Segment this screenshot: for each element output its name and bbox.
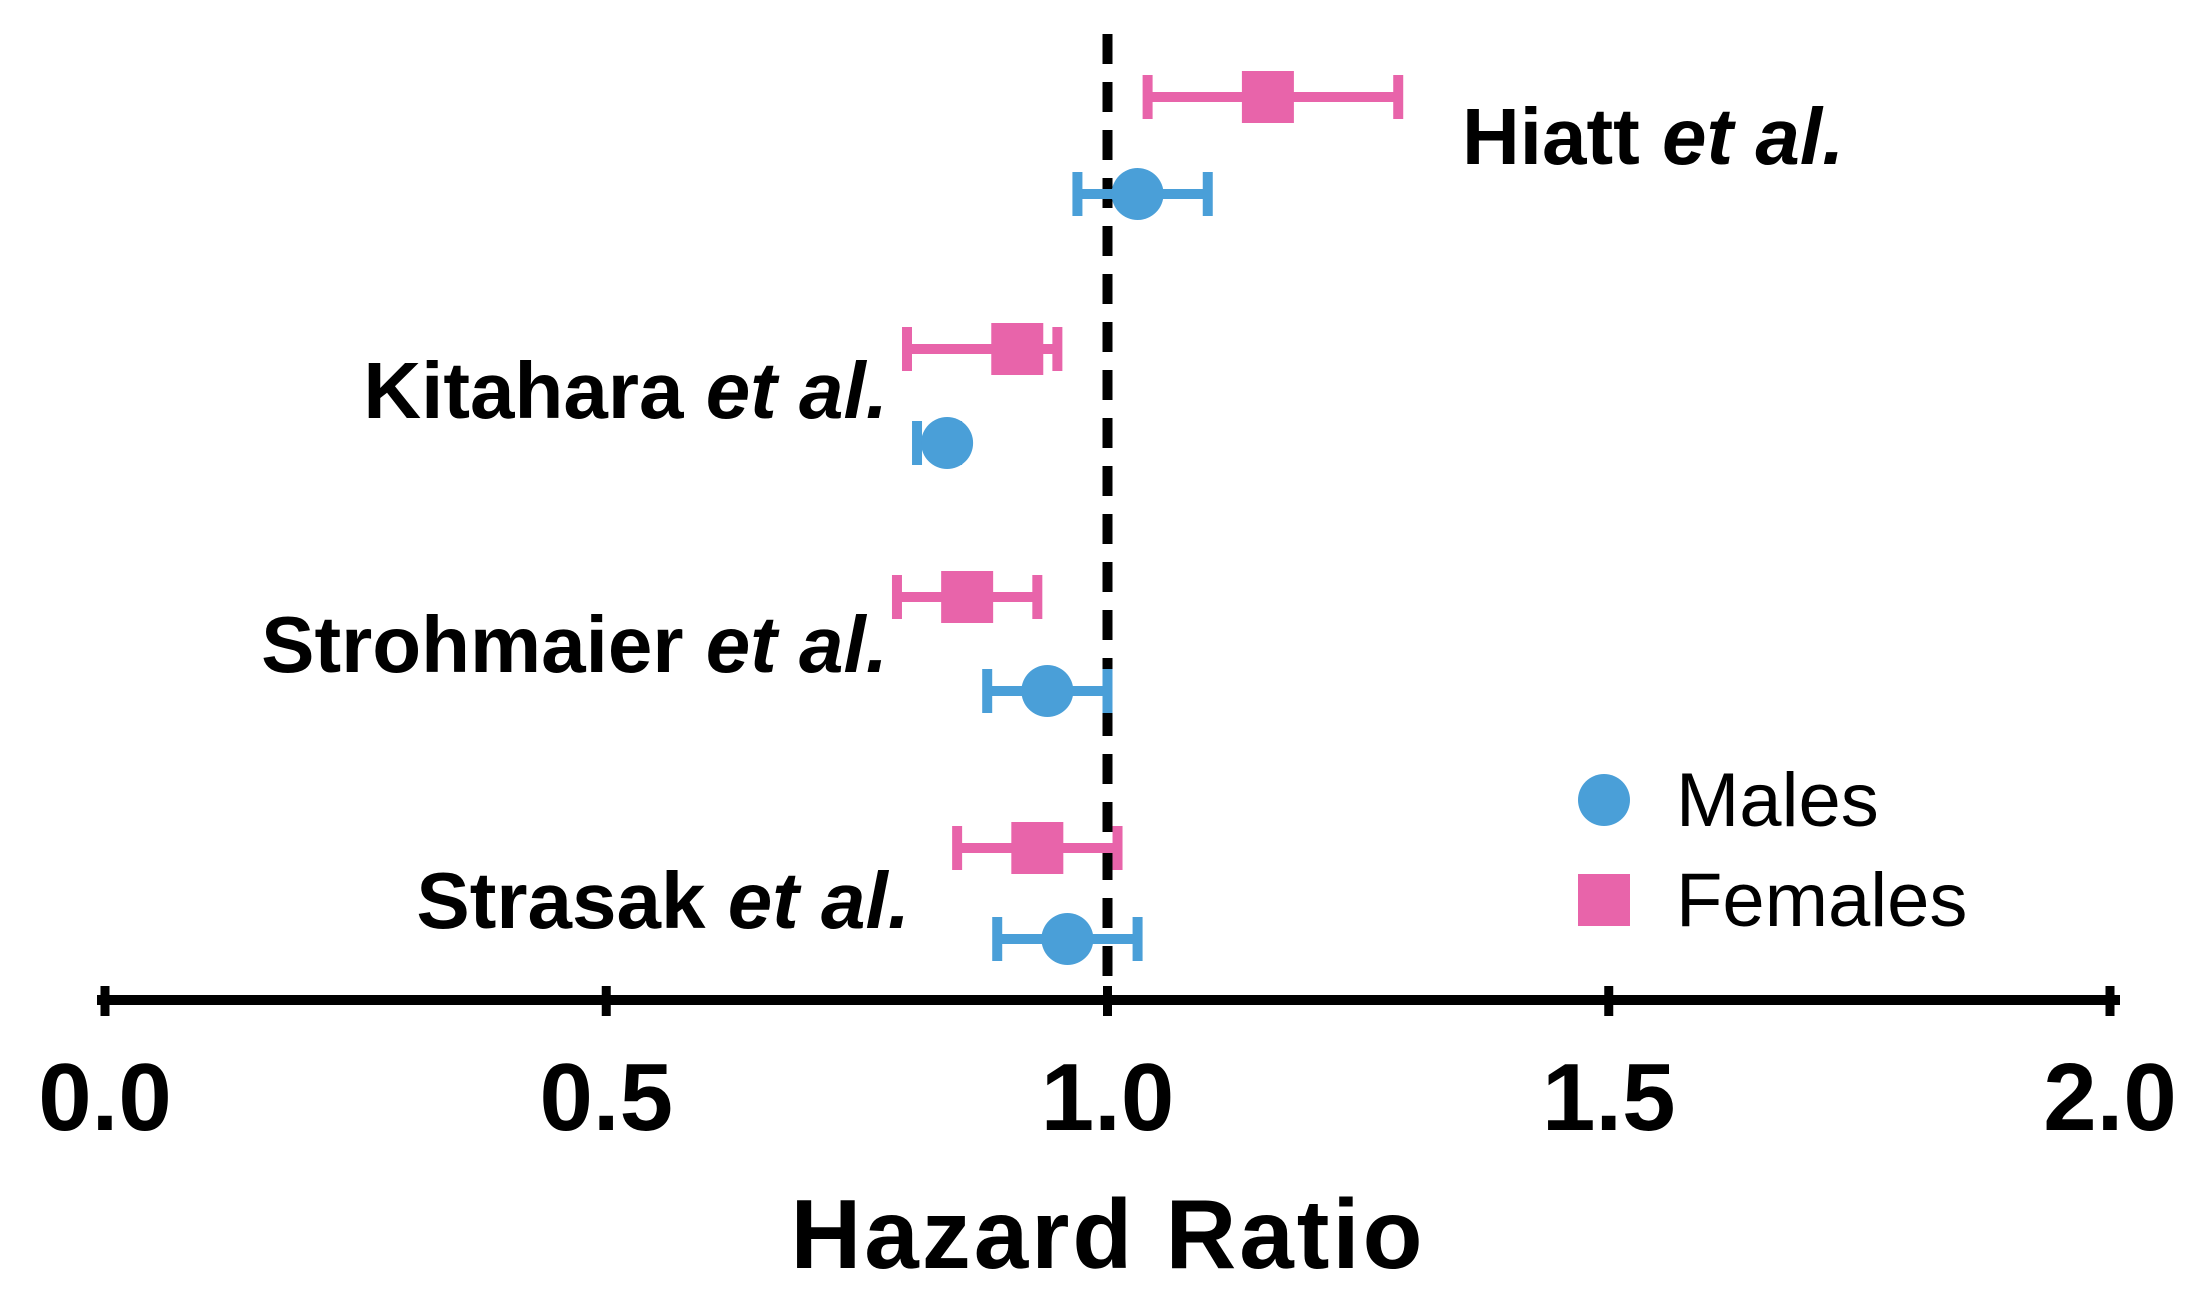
x-tick-label: 0.5 <box>540 1044 673 1151</box>
x-axis: 0.0 0.5 1.0 1.5 2.0 Hazard Ratio <box>38 986 2177 1289</box>
legend: Males Females <box>1578 758 1967 943</box>
x-axis-title: Hazard Ratio <box>790 1179 1425 1289</box>
study-name: Strohmaier <box>261 600 683 689</box>
x-tick-label: 1.5 <box>1542 1044 1675 1151</box>
data-point-females <box>991 323 1044 375</box>
study-label-strasak: Strasak et al. <box>416 856 910 945</box>
study-suffix: et al. <box>1662 92 1844 181</box>
data-point-males <box>1111 168 1164 220</box>
data-point-males <box>1041 913 1094 965</box>
data-point-females <box>1011 822 1064 874</box>
study-name: Hiatt <box>1462 92 1640 181</box>
legend-label-females: Females <box>1676 858 1967 943</box>
study-name: Kitahara <box>363 346 684 435</box>
legend-marker-females <box>1578 874 1630 926</box>
data-point-females <box>1241 71 1294 123</box>
data-point-females <box>941 571 994 623</box>
study-suffix: et al. <box>728 856 910 945</box>
study-labels: Hiatt et al. Kitahara et al. Strohmaier … <box>261 92 1844 945</box>
study-label-hiatt: Hiatt et al. <box>1462 92 1844 181</box>
data-point-males <box>921 417 974 469</box>
markers-layer <box>921 71 1294 965</box>
study-name: Strasak <box>416 856 706 945</box>
x-tick-label: 0.0 <box>38 1044 171 1151</box>
legend-label-males: Males <box>1676 758 1879 843</box>
study-suffix: et al. <box>706 600 888 689</box>
study-label-kitahara: Kitahara et al. <box>363 346 888 435</box>
study-label-strohmaier: Strohmaier et al. <box>261 600 888 689</box>
legend-marker-males <box>1578 774 1630 826</box>
x-tick-label: 2.0 <box>2043 1044 2176 1151</box>
x-axis-ticks: 0.0 0.5 1.0 1.5 2.0 <box>38 986 2177 1151</box>
data-point-males <box>1021 665 1074 717</box>
study-suffix: et al. <box>706 346 888 435</box>
x-tick-label: 1.0 <box>1041 1044 1174 1151</box>
